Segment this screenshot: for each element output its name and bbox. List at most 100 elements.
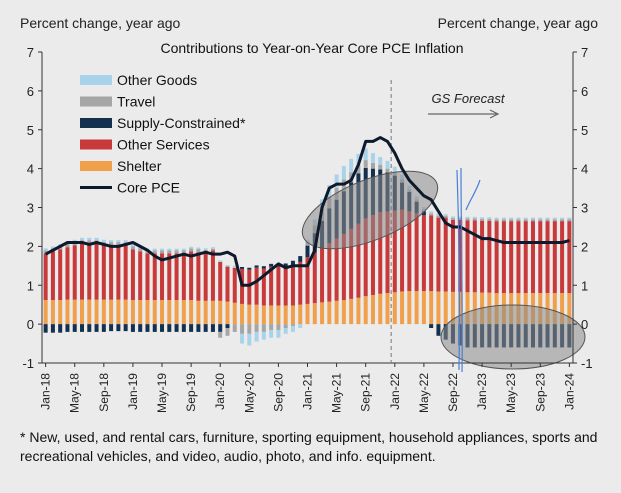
bar-shelter-7 <box>94 299 99 325</box>
bar-other-services-34 <box>290 264 295 306</box>
bar-other-services-47 <box>385 211 390 294</box>
bar-shelter-3 <box>65 299 70 325</box>
bar-travel-10 <box>116 242 121 246</box>
bar-other-goods-71 <box>560 217 565 220</box>
bar-other-goods-72 <box>567 217 572 220</box>
y-tick-label-left--1: -1 <box>22 356 34 371</box>
bar-other-services-42 <box>349 228 354 299</box>
bar-other-goods-11 <box>123 240 128 243</box>
bar-shelter-4 <box>72 299 77 325</box>
bar-travel-29 <box>254 324 259 332</box>
y-tick-label-left-0: 0 <box>27 317 34 332</box>
bar-other-goods-22 <box>203 248 208 250</box>
x-tick-label-may-20: May-20 <box>242 373 256 413</box>
x-tick-label-sep-21: Sep-21 <box>359 373 373 412</box>
bar-shelter-55 <box>443 291 448 325</box>
bar-shelter-12 <box>130 300 135 325</box>
bar-supply-constrained-53 <box>429 324 434 329</box>
core-pce-contributions-chart: -1 -1 0 0 1 1 2 2 3 3 4 4 5 5 6 6 7 7 Jan-18 May-18 Sep-18 Ja… <box>20 15 598 413</box>
bar-other-goods-67 <box>530 217 535 220</box>
bar-other-services-61 <box>487 220 492 293</box>
bar-travel-12 <box>130 246 135 250</box>
bar-supply-constrained-13 <box>138 324 143 332</box>
x-tick-label-sep-19: Sep-19 <box>184 373 198 412</box>
x-tick-label-jan-21: Jan-21 <box>301 373 315 410</box>
bar-shelter-16 <box>160 300 165 325</box>
y-tick-label-right-1: 1 <box>581 278 588 293</box>
bar-travel-15 <box>152 250 157 254</box>
bar-other-goods-59 <box>472 216 477 219</box>
bar-travel-24 <box>218 331 223 338</box>
bar-shelter-38 <box>320 302 325 325</box>
bar-supply-constrained-3 <box>65 324 70 332</box>
bar-supply-constrained-14 <box>145 324 150 332</box>
bar-travel-23 <box>210 248 215 251</box>
axes: -1 -1 0 0 1 1 2 2 3 3 4 4 5 5 6 6 7 7 Jan-18 May-18 Sep-18 Ja… <box>22 45 592 413</box>
bar-shelter-21 <box>196 300 201 325</box>
bar-other-goods-33 <box>283 328 288 334</box>
legend-label-other-goods: Other Goods <box>117 72 197 88</box>
bar-travel-55 <box>443 215 448 218</box>
bar-other-services-68 <box>538 221 543 294</box>
bar-travel-58 <box>465 218 470 221</box>
x-tick-label-may-18: May-18 <box>68 373 82 413</box>
y-tick-label-right-3: 3 <box>581 201 588 216</box>
bar-other-services-0 <box>43 253 48 301</box>
legend-label-core-pce: Core PCE <box>117 180 180 196</box>
bar-shelter-14 <box>145 300 150 325</box>
bar-travel-18 <box>174 250 179 254</box>
bar-other-goods-66 <box>523 217 528 220</box>
bar-supply-constrained-0 <box>43 324 48 333</box>
bar-shelter-45 <box>370 294 375 325</box>
bar-other-services-71 <box>560 221 565 294</box>
bar-other-services-21 <box>196 252 201 301</box>
bar-shelter-52 <box>421 291 426 325</box>
bar-shelter-0 <box>43 300 48 325</box>
bar-other-services-7 <box>94 243 99 300</box>
bar-other-goods-61 <box>487 217 492 219</box>
bar-other-services-52 <box>421 215 426 292</box>
y-tick-label-right-5: 5 <box>581 123 588 138</box>
bar-shelter-15 <box>152 300 157 325</box>
bar-shelter-19 <box>181 300 186 325</box>
bar-shelter-31 <box>269 305 274 325</box>
x-tick-label-jan-23: Jan-23 <box>475 373 489 410</box>
x-tick-label-jan-20: Jan-20 <box>213 373 227 410</box>
bar-other-services-14 <box>145 253 150 301</box>
bar-other-services-32 <box>276 266 281 306</box>
bar-shelter-59 <box>472 292 477 325</box>
x-tick-label-sep-22: Sep-22 <box>446 373 460 412</box>
bar-other-services-55 <box>443 217 448 292</box>
legend-swatch-other-services <box>80 139 112 150</box>
x-tick-label-sep-20: Sep-20 <box>271 373 285 412</box>
bar-shelter-22 <box>203 300 208 325</box>
bar-travel-17 <box>167 250 172 254</box>
bar-supply-constrained-5 <box>80 324 85 332</box>
bar-supply-constrained-21 <box>196 324 201 332</box>
legend-label-supply-constrained: Supply-Constrained* <box>117 115 246 131</box>
bar-travel-67 <box>530 219 535 222</box>
bar-travel-62 <box>494 219 499 222</box>
legend-swatch-travel <box>80 96 112 107</box>
bar-supply-constrained-9 <box>109 324 114 332</box>
bar-other-services-59 <box>472 220 477 293</box>
core-pce-line-layer <box>44 136 570 287</box>
bar-shelter-48 <box>392 292 397 325</box>
bar-travel-72 <box>567 219 572 222</box>
bar-shelter-39 <box>327 301 332 325</box>
legend-swatch-other-goods <box>80 75 112 85</box>
bar-other-goods-29 <box>254 331 259 342</box>
bar-other-services-17 <box>167 253 172 301</box>
bar-supply-constrained-31 <box>269 263 274 267</box>
legend-label-other-services: Other Services <box>117 137 210 153</box>
x-tick-label-sep-23: Sep-23 <box>533 373 547 412</box>
bar-other-goods-15 <box>152 248 157 251</box>
y-tick-label-left-3: 3 <box>27 201 34 216</box>
bar-shelter-51 <box>414 291 419 325</box>
bar-travel-53 <box>429 213 434 216</box>
bar-other-goods-64 <box>509 217 514 220</box>
bar-supply-constrained-52 <box>421 211 426 216</box>
left-axis-label: Percent change, year ago <box>20 15 181 31</box>
bar-shelter-17 <box>167 300 172 325</box>
bar-other-goods-41 <box>341 165 346 180</box>
